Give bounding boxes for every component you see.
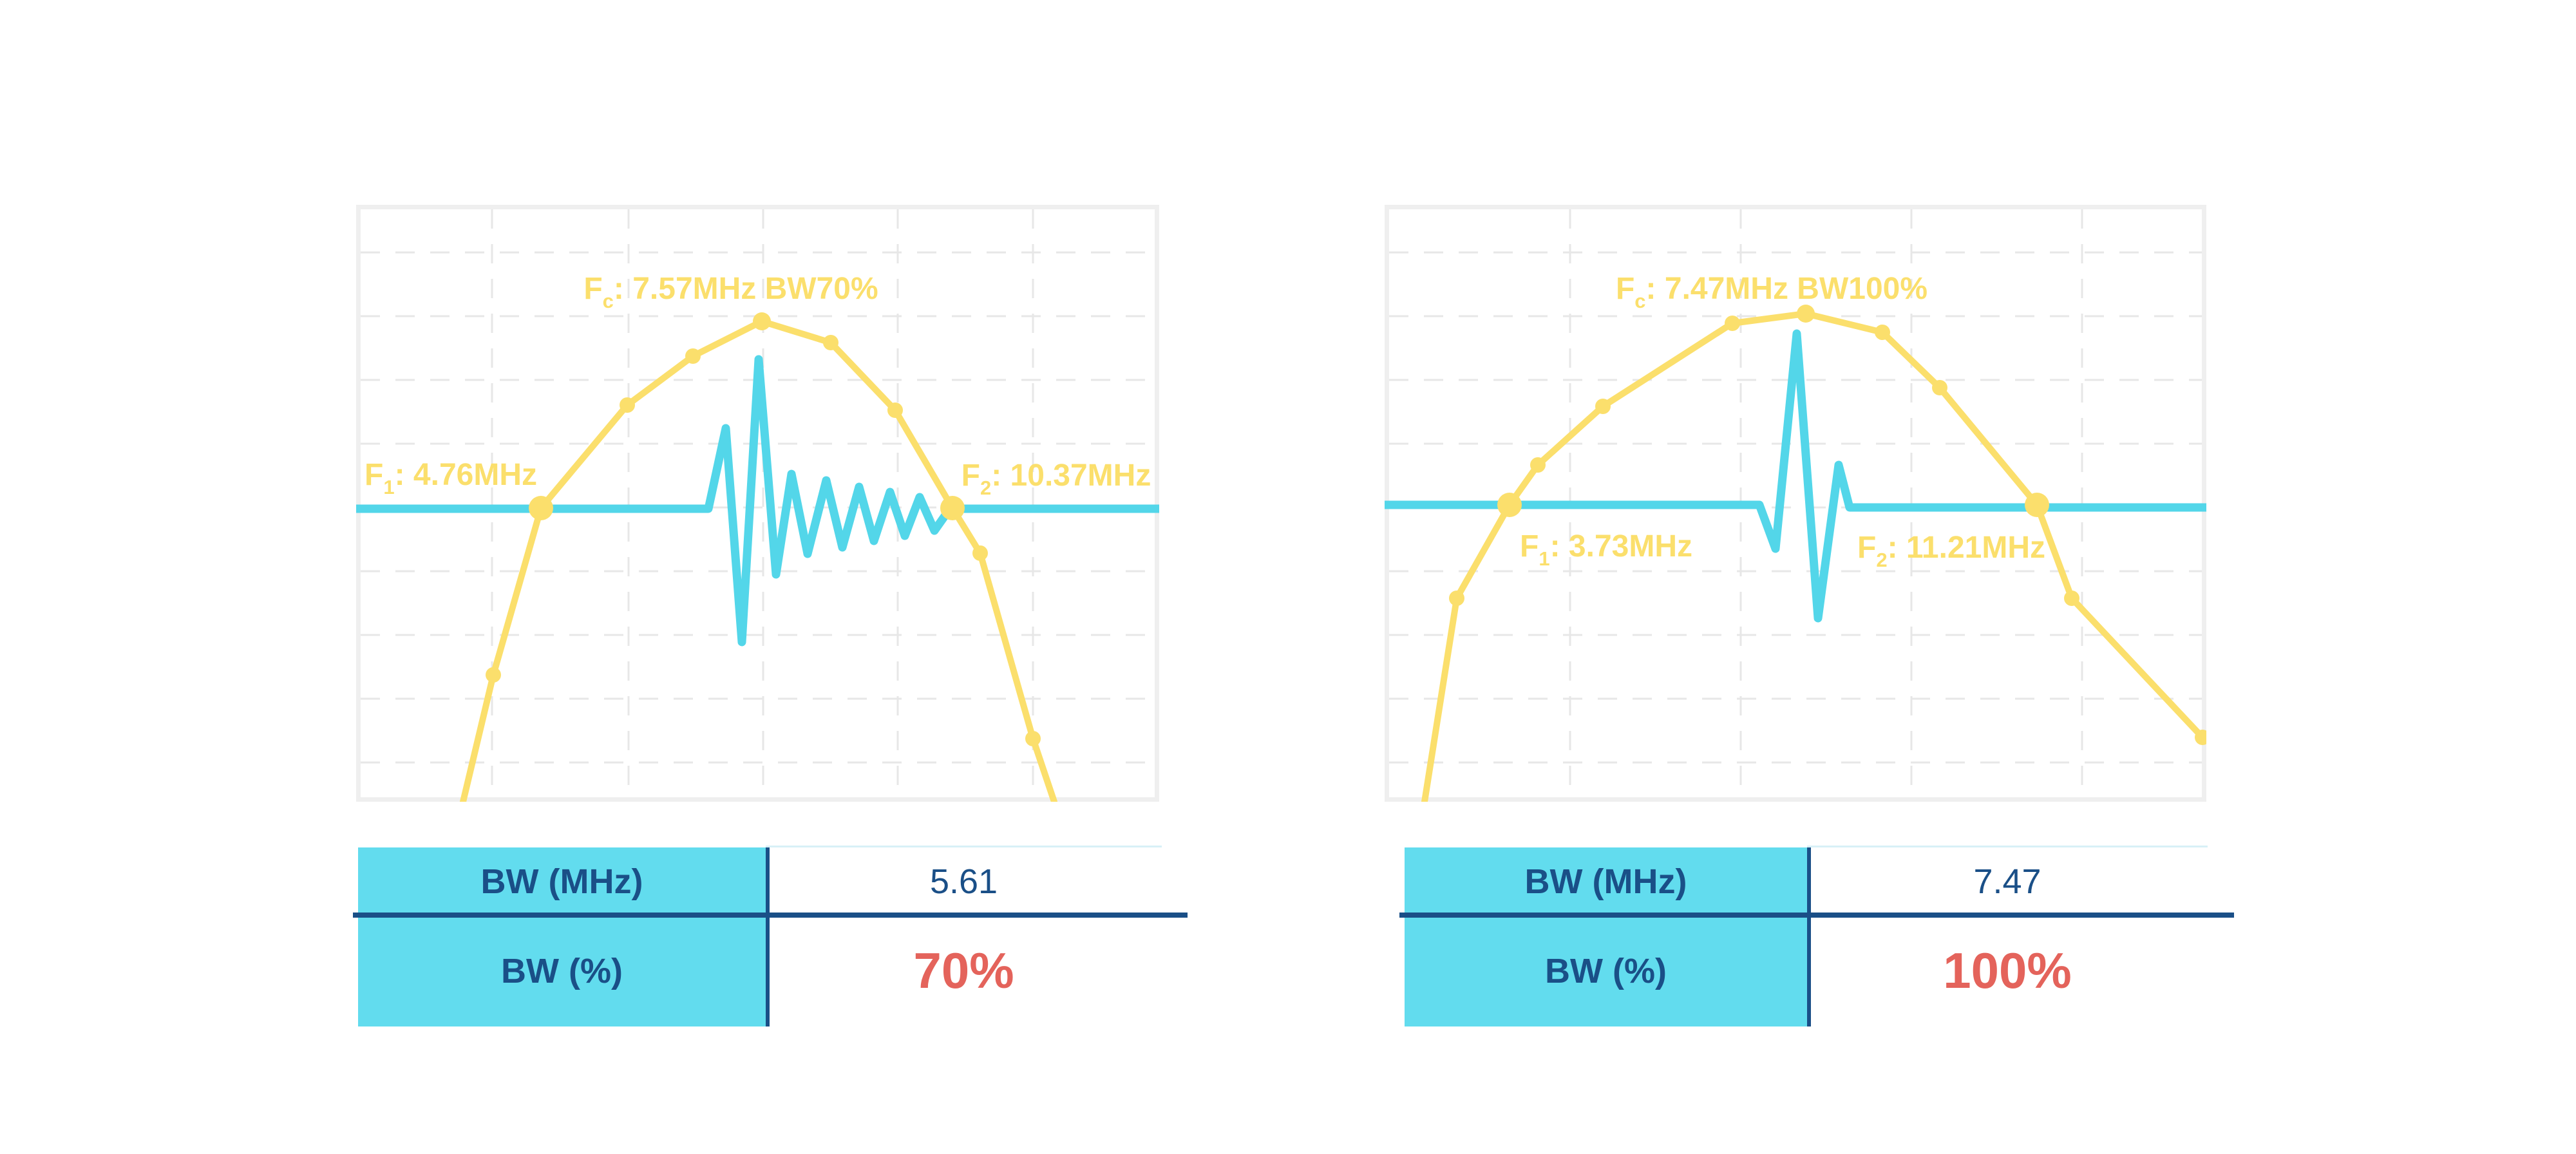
spectrum-point-marker [1875, 325, 1890, 340]
pulse-waveform-line [1385, 329, 2206, 623]
bw-pct-label: BW (%) [1545, 951, 1667, 990]
table-row-divider [353, 913, 1188, 918]
f1-annotation: F1: 4.76MHz [365, 458, 537, 498]
chart-frame [356, 205, 1159, 802]
chart-bw70-plot: Fc: 7.57MHz BW70% F1: 4.76MHz F2: 10.37M… [356, 205, 1159, 802]
spectrum-point-marker [2195, 730, 2206, 745]
table-top-border [1807, 846, 2208, 847]
f2-annotation: F2: 10.37MHz [961, 459, 1151, 499]
bw-mhz-value: 7.47 [1973, 862, 2041, 901]
table-label-column [1405, 847, 1807, 1026]
spectrum-point-marker [1797, 305, 1815, 323]
table-column-divider [1807, 847, 1811, 1026]
chart-bw100-plot: Fc: 7.47MHz BW100% F1: 3.73MHz F2: 11.21… [1385, 205, 2206, 802]
spectrum-point-marker [1025, 731, 1041, 746]
spectrum-point-marker [823, 335, 838, 350]
bw-mhz-value: 5.61 [929, 862, 998, 901]
spectrum-point-marker [1932, 380, 1947, 395]
chart-bw100: Fc: 7.47MHz BW100% F1: 3.73MHz F2: 11.21… [1385, 205, 2206, 802]
spectrum-point-marker [2025, 493, 2049, 517]
fc-annotation: Fc: 7.57MHz BW70% [583, 272, 878, 312]
spectrum-point-marker [753, 312, 771, 330]
table-row-divider [1399, 913, 2234, 918]
bw-pct-value: 70% [913, 942, 1014, 999]
bw-pct-value: 100% [1943, 942, 2072, 999]
spectrum-point-marker [887, 402, 903, 418]
table-top-border [766, 846, 1162, 847]
fc-annotation: Fc: 7.47MHz BW100% [1616, 272, 1927, 312]
bw-table-70: BW (MHz) 5.61 BW (%) 70% [353, 846, 1188, 1026]
spectrum-point-marker [1530, 457, 1546, 473]
spectrum-point-marker [2064, 591, 2079, 606]
spectrum-point-marker [940, 496, 965, 520]
pulse-waveform-line [356, 355, 1159, 647]
spectrum-point-marker [1497, 493, 1522, 517]
spectrum-line [460, 318, 1057, 802]
spectrum-point-marker [1449, 591, 1464, 606]
spectrum-point-marker [685, 348, 701, 364]
spectrum-point-marker [529, 496, 553, 520]
f2-annotation: F2: 11.21MHz [1857, 531, 2045, 571]
chart-bw70: Fc: 7.57MHz BW70% F1: 4.76MHz F2: 10.37M… [356, 205, 1159, 802]
spectrum-point-marker [1595, 399, 1611, 414]
spectrum-line [1421, 310, 2206, 802]
f1-annotation: F1: 3.73MHz [1520, 529, 1692, 570]
spectrum-point-marker [972, 545, 988, 561]
spectrum-point-marker [620, 397, 635, 413]
bw-table-100: BW (MHz) 7.47 BW (%) 100% [1399, 846, 2234, 1026]
table-label-column [358, 847, 766, 1026]
bw-mhz-label: BW (MHz) [1524, 862, 1687, 901]
spectrum-point-marker [1725, 316, 1740, 331]
bw-mhz-label: BW (MHz) [480, 862, 643, 901]
spectrum-point-marker [486, 667, 501, 683]
table-column-divider [766, 847, 770, 1026]
bw-pct-label: BW (%) [501, 951, 623, 990]
